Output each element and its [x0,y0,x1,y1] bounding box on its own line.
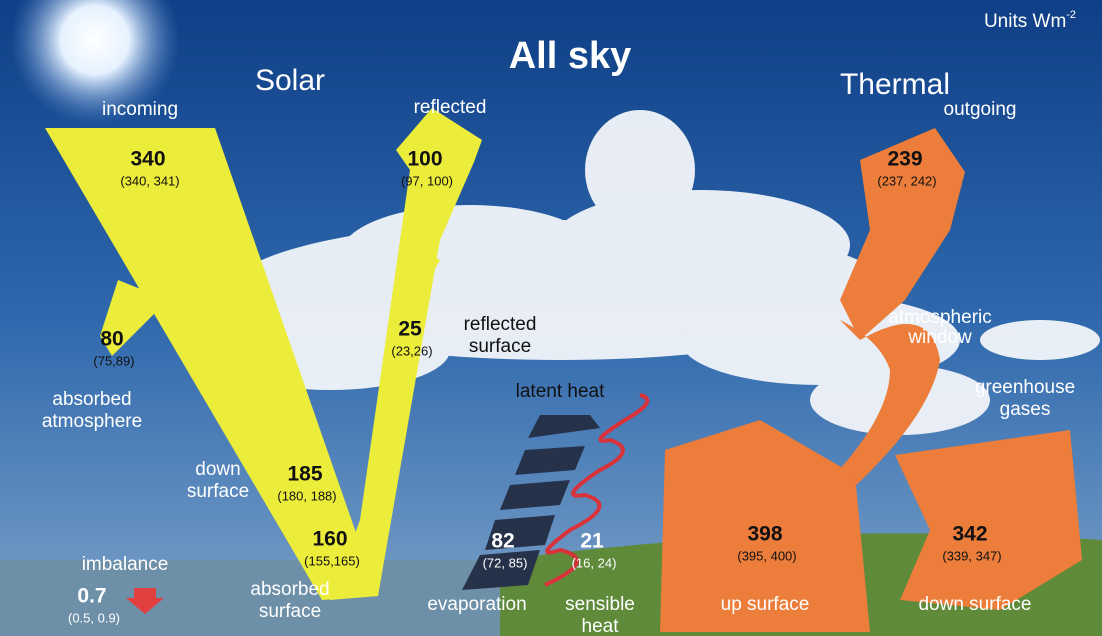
flow-range: (155,165) [304,553,360,568]
flow-range: (339, 347) [942,548,1001,563]
flow-label: surface [187,481,249,502]
atmospheric-window-label: atmospheric [888,307,992,328]
flow-range: (340, 341) [120,173,179,188]
flow-range: (72, 85) [483,555,528,570]
sensible-heat-coil [544,393,650,587]
solar-arrows [45,108,482,600]
greenhouse-gases-label: gases [1000,399,1051,420]
flow-range: (97, 100) [401,173,453,188]
thermal-heading: Thermal [840,68,950,101]
flow-label: evaporation [427,594,526,615]
flow-label: down [195,459,240,480]
latent-heat-label: latent heat [516,381,605,402]
flow-range: (180, 188) [277,488,336,503]
greenhouse-gases-label: greenhouse [975,377,1075,398]
sea [0,560,500,636]
units-exponent: -2 [1066,9,1076,21]
flow-label: reflected [464,314,537,335]
flow-label: reflected [414,97,487,118]
flow-value: 239 [887,148,922,171]
flow-range: (75,89) [93,353,134,368]
flow-range: (23,26) [391,343,432,358]
flow-value: 398 [747,523,782,546]
flow-label: imbalance [82,554,169,575]
title: All sky [509,35,632,77]
flow-value: 100 [407,148,442,171]
flow-value: 80 [100,328,123,351]
flow-label: down surface [918,594,1031,615]
flow-label: heat [582,616,620,636]
flow-value: 340 [130,148,165,171]
flow-label: absorbed [250,579,329,600]
flow-label: incoming [102,99,178,120]
flow-range: (237, 242) [877,173,936,188]
flow-label: sensible [565,594,635,615]
flow-value: 160 [312,528,347,551]
flow-value: 0.7 [77,585,106,608]
flow-label: outgoing [944,99,1017,120]
atmospheric-window-label: window [907,327,972,348]
units-label: Units Wm [984,11,1066,32]
flow-label: absorbed [52,389,131,410]
flow-value: 21 [580,530,604,553]
solar-heading: Solar [255,64,325,97]
flow-label: surface [259,601,321,622]
flow-label: surface [469,336,531,357]
flow-value: 342 [952,523,987,546]
flow-label: up surface [721,594,810,615]
flow-label: atmosphere [42,411,142,432]
flow-range: (16, 24) [572,555,617,570]
flow-range: (395, 400) [737,548,796,563]
sun [10,0,180,125]
flow-value: 185 [287,463,322,486]
imbalance-arrow [126,588,164,614]
flow-range: (0.5, 0.9) [68,610,120,625]
flow-value: 25 [398,318,422,341]
latent-heat-stripes [462,415,600,590]
thermal-arrows [660,128,1082,632]
units: Units Wm-2 [984,9,1076,32]
flow-value: 82 [491,530,514,553]
